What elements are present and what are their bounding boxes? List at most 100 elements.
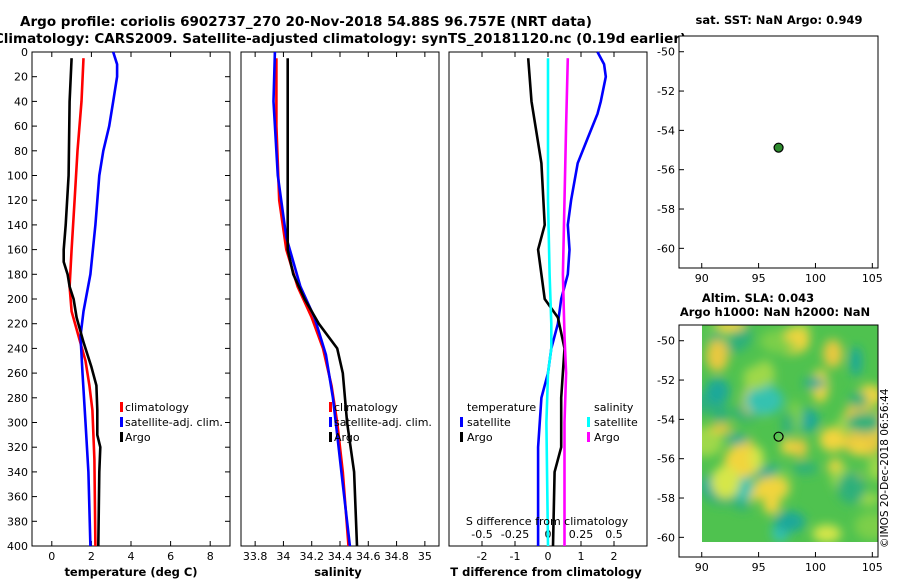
legend-label-satellite: satellite-adj. clim.	[125, 416, 223, 429]
sst-map-ticks: 90 95 100 105 -50 -52 -54 -56 -58 -60	[657, 46, 883, 285]
sla-ytick-label: -52	[657, 374, 675, 387]
sst-map-panel: sat. SST: NaN Argo: 0.949 90 95 100 105 -50 -…	[657, 13, 883, 285]
legend-label-satellite: satellite-adj. clim.	[334, 416, 432, 429]
legend-swatch-climatology	[329, 402, 332, 412]
depth-tick-label: 260	[7, 367, 28, 380]
sla-xtick-label: 105	[862, 561, 883, 574]
sla-cell	[734, 499, 751, 511]
sla-cell	[743, 365, 770, 390]
depth-tick-label: 280	[7, 392, 28, 405]
sla-heatmap-cells	[702, 325, 878, 542]
sla-cell	[812, 524, 842, 542]
legend-label-climatology: climatology	[125, 401, 189, 414]
difference-xtick-label: 2	[611, 550, 618, 563]
legend-label-climatology: climatology	[334, 401, 398, 414]
sla-cell	[749, 446, 764, 472]
salinity-xtick-label: 35	[418, 550, 432, 563]
difference-panel: -2 -1 0 1 2 -0.5 -0.25 0 0.25 0.5 S difference f…	[448, 51, 648, 579]
legend-swatch-t-argo	[460, 432, 463, 442]
sla-cell	[803, 377, 826, 389]
sla-ytick-label: -58	[657, 492, 675, 505]
depth-tick-label: 300	[7, 417, 28, 430]
legend-swatch-satellite	[329, 417, 332, 427]
legend-label-argo: Argo	[125, 431, 151, 444]
difference-series-s-satellite	[545, 58, 553, 547]
salinity-series	[272, 51, 359, 547]
sla-ytick-label: -56	[657, 453, 675, 466]
copyright-stamp: ©IMOS 20-Dec-2018 06:56:44	[879, 388, 891, 548]
temperature-panel: 0204060801001201401601802002202402602803…	[7, 46, 647, 579]
legend-swatch-s-argo	[587, 432, 590, 442]
legend-swatch-argo	[329, 432, 332, 442]
salinity-xtick-label: 34.6	[356, 550, 381, 563]
depth-tick-label: 180	[7, 268, 28, 281]
sla-cell	[702, 426, 724, 457]
difference-xtick-label: -1	[510, 550, 521, 563]
sla-map-title-2: Argo h1000: NaN h2000: NaN	[680, 305, 870, 319]
sla-cell	[763, 496, 781, 515]
sla-cell	[753, 476, 788, 499]
sla-ytick-label: -54	[657, 413, 675, 426]
legend-label-s-argo: Argo	[594, 431, 620, 444]
sla-cell	[792, 462, 819, 475]
sst-map-markers	[773, 142, 784, 153]
legend-label-t-argo: Argo	[467, 431, 493, 444]
sla-ytick-label: -50	[657, 335, 675, 348]
legend-label-s-satellite: satellite	[594, 416, 638, 429]
depth-tick-label: 240	[7, 342, 28, 355]
legend-swatch-climatology	[120, 402, 123, 412]
sla-ytick-label: -60	[657, 531, 675, 544]
sst-float-marker	[773, 142, 784, 153]
sla-cell	[819, 427, 847, 452]
depth-tick-label: 360	[7, 491, 28, 504]
sla-xtick-label: 90	[695, 561, 709, 574]
sla-cell	[852, 441, 867, 456]
sst-ytick-label: -52	[657, 85, 675, 98]
temperature-xtick-label: 8	[207, 550, 214, 563]
temperature-xtick-label: 6	[167, 550, 174, 563]
difference-xtick-label: -2	[477, 550, 488, 563]
depth-tick-label: 200	[7, 293, 28, 306]
sla-cell	[711, 465, 740, 499]
salinity-plot-frame	[240, 51, 440, 547]
sst-xtick-label: 100	[805, 272, 826, 285]
legend-label-argo: Argo	[334, 431, 360, 444]
temperature-xtick-label: 4	[128, 550, 135, 563]
difference-xtick-label: 0	[545, 550, 552, 563]
legend-swatch-argo	[120, 432, 123, 442]
sla-xtick-label: 100	[805, 561, 826, 574]
s-difference-label: S difference from climatology	[466, 515, 629, 528]
sla-map-markers	[773, 431, 784, 442]
sla-map-ticks: 90 95 100 105 -50 -52 -54 -56 -58 -60	[657, 335, 883, 574]
title-line-1: Argo profile: coriolis 6902737_270 20-No…	[20, 14, 592, 30]
sla-cell	[716, 325, 746, 332]
depth-tick-label: 140	[7, 219, 28, 232]
depth-tick-label: 320	[7, 441, 28, 454]
salinity-axis-label: salinity	[314, 565, 362, 579]
temperature-plot-frame	[31, 51, 231, 547]
temperature-axis-label: temperature (deg C)	[64, 565, 197, 579]
depth-tick-label: 380	[7, 515, 28, 528]
sla-cell	[705, 378, 730, 405]
legend-swatch-satellite	[120, 417, 123, 427]
sst-map-title: sat. SST: NaN Argo: 0.949	[695, 13, 862, 27]
sst-ytick-label: -50	[657, 46, 675, 59]
sla-cell	[780, 438, 796, 455]
legend-swatch-s-satellite	[587, 417, 590, 427]
depth-tick-label: 20	[14, 71, 28, 84]
depth-tick-label: 340	[7, 466, 28, 479]
sla-cell	[868, 454, 878, 482]
salinity-axis-ticks: 33.8 34 34.2 34.4 34.6 34.8 35	[243, 52, 432, 563]
legend-title-salinity: salinity	[594, 401, 634, 414]
sla-map-panel: Altim. SLA: 0.043 Argo h1000: NaN h2000:…	[657, 291, 883, 574]
salinity-xtick-label: 34.8	[384, 550, 409, 563]
sla-float-marker	[773, 431, 784, 442]
sla-cell	[784, 329, 810, 344]
depth-tick-label: 400	[7, 540, 28, 553]
sla-cell	[837, 472, 866, 504]
salinity-xtick-label: 33.8	[243, 550, 268, 563]
salinity-xtick-label: 34.2	[299, 550, 324, 563]
t-difference-axis-label: T difference from climatology	[450, 565, 642, 579]
legend-swatch-t-satellite	[460, 417, 463, 427]
sla-map-frame	[678, 324, 879, 558]
